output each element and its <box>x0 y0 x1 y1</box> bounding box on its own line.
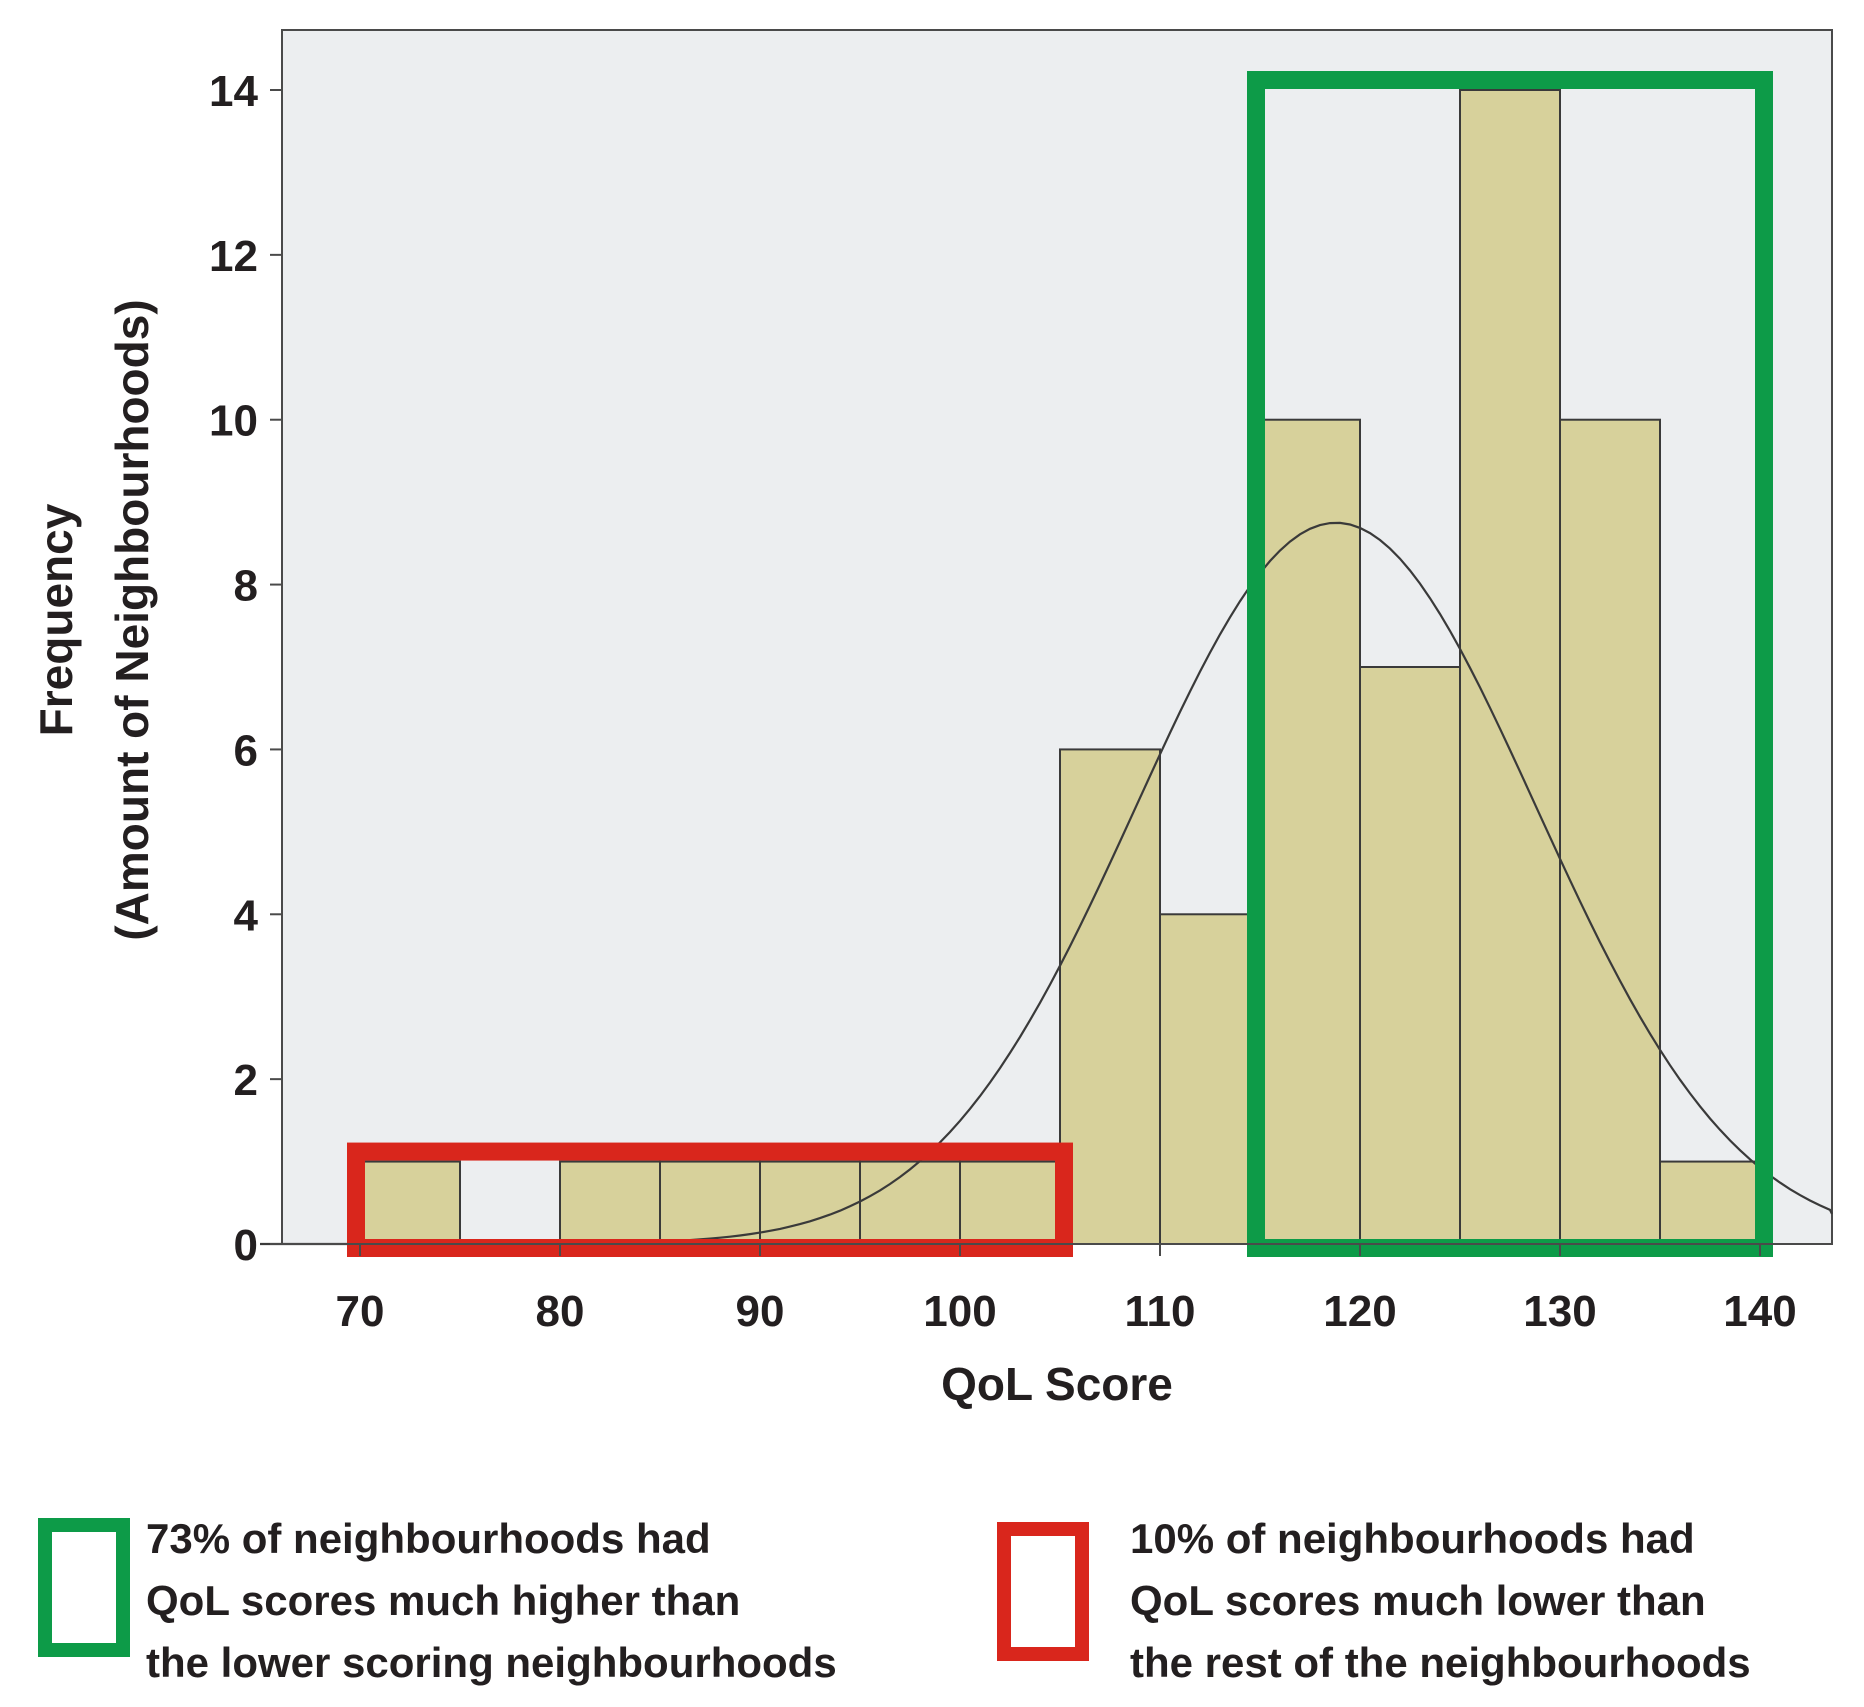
y-tick-label: 4 <box>234 891 259 940</box>
y-axis-title-line2: (Amount of Neighbourhoods) <box>106 299 158 940</box>
x-tick-label: 70 <box>336 1287 385 1336</box>
legend-green: 73% of neighbourhoods had QoL scores muc… <box>38 1515 837 1686</box>
x-tick-label: 140 <box>1723 1287 1796 1336</box>
highlight-box-high <box>1247 71 1773 1257</box>
x-axis-ticks: 70 80 90 100 110 120 130 140 <box>336 1244 1797 1336</box>
histogram-bar <box>759 1160 861 1245</box>
legend-green-swatch <box>38 1518 130 1657</box>
histogram-bars <box>359 89 1761 1246</box>
histogram-bar <box>1559 418 1661 1245</box>
y-tick-label: 2 <box>234 1056 258 1105</box>
legend-green-line2: QoL scores much higher than <box>146 1577 740 1624</box>
legend-red-line3: the rest of the neighbourhoods <box>1130 1639 1751 1686</box>
histogram-bar <box>1359 666 1461 1245</box>
x-tick-label: 130 <box>1523 1287 1596 1336</box>
histogram-bar <box>559 1160 661 1245</box>
y-tick-label: 6 <box>234 726 258 775</box>
legend-green-line3: the lower scoring neighbourhoods <box>146 1639 837 1686</box>
histogram-bar <box>359 1160 461 1245</box>
x-tick-label: 120 <box>1323 1287 1396 1336</box>
x-tick-label: 90 <box>736 1287 785 1336</box>
histogram-bar <box>859 1160 961 1245</box>
x-tick-label: 100 <box>923 1287 996 1336</box>
highlight-boxes <box>347 71 1773 1257</box>
y-tick-label: 10 <box>209 397 258 446</box>
x-tick-label: 110 <box>1125 1287 1196 1336</box>
histogram-bar <box>1059 748 1161 1246</box>
y-tick-label: 0 <box>234 1221 258 1270</box>
y-tick-label: 8 <box>234 562 258 611</box>
histogram-bar <box>959 1160 1061 1245</box>
x-axis-title: QoL Score <box>941 1358 1173 1410</box>
y-axis-title-line1: Frequency <box>30 503 82 736</box>
histogram-bar <box>659 1160 761 1245</box>
histogram-bar <box>1659 1160 1761 1245</box>
histogram-bar <box>1259 418 1361 1245</box>
legend-red-line1: 10% of neighbourhoods had <box>1130 1515 1695 1562</box>
axes <box>281 30 1832 1245</box>
y-axis-ticks: 0 2 4 6 8 10 12 14 <box>209 67 282 1270</box>
x-tick-label: 80 <box>536 1287 585 1336</box>
y-tick-label: 12 <box>209 232 258 281</box>
highlight-box-low <box>347 1142 1073 1257</box>
histogram-bar <box>1459 89 1561 1245</box>
histogram-bar <box>1159 913 1261 1245</box>
legend-red-swatch <box>997 1522 1089 1661</box>
legend-red-line2: QoL scores much lower than <box>1130 1577 1706 1624</box>
legend-green-line1: 73% of neighbourhoods had <box>146 1515 711 1562</box>
legend-red: 10% of neighbourhoods had QoL scores muc… <box>997 1515 1751 1686</box>
y-tick-label: 14 <box>209 67 258 116</box>
